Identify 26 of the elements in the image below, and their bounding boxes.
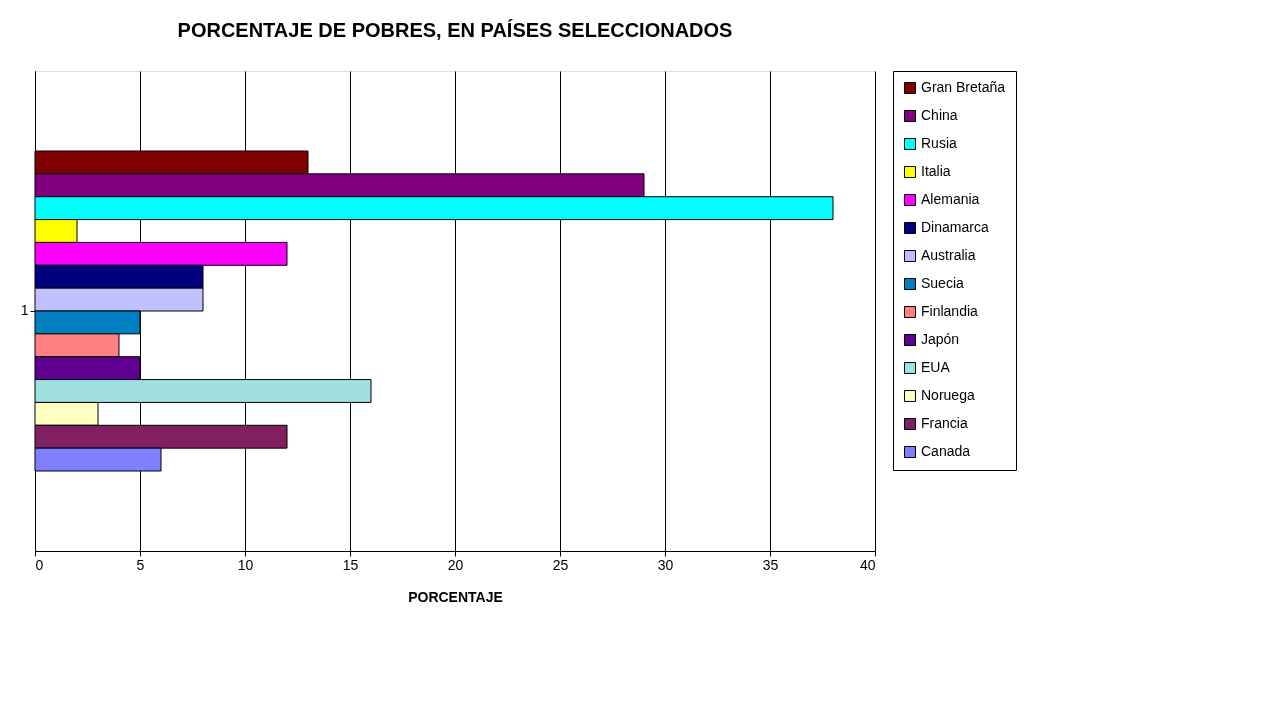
x-tick-label: 35 bbox=[762, 556, 779, 573]
legend-label: EUA bbox=[921, 359, 951, 375]
legend-label: Australia bbox=[921, 247, 976, 263]
legend-label: Suecia bbox=[921, 275, 965, 291]
legend-label: Gran Bretaña bbox=[921, 79, 1006, 95]
x-tick-label: 25 bbox=[552, 556, 569, 573]
legend-label: Italia bbox=[921, 163, 951, 179]
x-tick-label: 15 bbox=[342, 556, 359, 573]
y-tick-label: 1 bbox=[20, 302, 29, 318]
x-tick-label: 5 bbox=[136, 556, 145, 573]
legend-label: Francia bbox=[921, 415, 968, 431]
x-tick-label: 10 bbox=[237, 556, 254, 573]
x-tick-label: 30 bbox=[657, 556, 674, 573]
legend-label: Japón bbox=[921, 331, 960, 347]
x-tick-label: 0 bbox=[35, 556, 44, 573]
legend-label: Finlandia bbox=[921, 303, 979, 319]
legend-label: China bbox=[921, 107, 958, 123]
x-tick-label: 40 bbox=[859, 556, 876, 573]
legend-label: Noruega bbox=[921, 387, 975, 403]
legend-label: Alemania bbox=[921, 191, 980, 207]
x-tick-label: 20 bbox=[447, 556, 464, 573]
chart-title: PORCENTAJE DE POBRES, EN PAÍSES SELECCIONADOS bbox=[177, 18, 733, 41]
legend-label: Rusia bbox=[921, 135, 958, 151]
x-axis-title: PORCENTAJE bbox=[408, 588, 503, 605]
legend-label: Dinamarca bbox=[921, 219, 989, 235]
legend-label: Canada bbox=[921, 443, 971, 459]
